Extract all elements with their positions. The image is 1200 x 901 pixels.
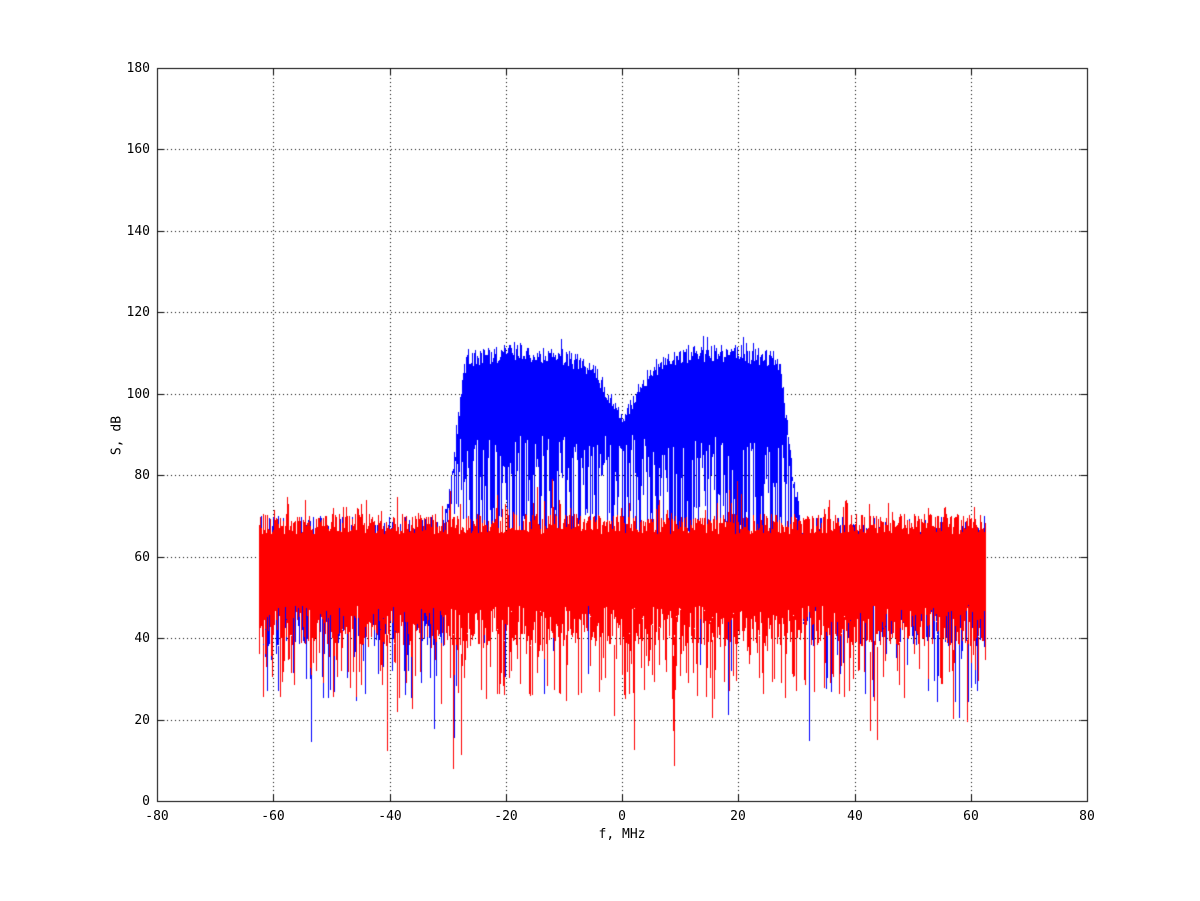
x-tick-label: 60 — [963, 809, 979, 824]
y-tick-label: 0 — [142, 794, 150, 809]
y-axis-label: S, dB — [109, 415, 125, 456]
x-tick-label: -40 — [378, 809, 402, 824]
x-tick-label: 40 — [847, 809, 863, 824]
y-tick-label: 20 — [134, 713, 150, 728]
y-tick-label: 120 — [126, 305, 150, 320]
y-tick-label: 60 — [134, 550, 150, 565]
x-axis-label: f, MHz — [598, 827, 646, 842]
x-tick-label: -60 — [261, 809, 285, 824]
x-tick-label: -20 — [494, 809, 518, 824]
x-tick-label: -80 — [145, 809, 169, 824]
y-tick-label: 40 — [134, 631, 150, 646]
x-tick-label: 0 — [618, 809, 626, 824]
y-tick-label: 160 — [126, 142, 150, 157]
x-tick-label: 80 — [1079, 809, 1095, 824]
y-tick-label: 140 — [126, 224, 150, 239]
y-tick-label: 80 — [134, 468, 150, 483]
y-tick-label: 180 — [126, 61, 150, 76]
x-tick-label: 20 — [730, 809, 746, 824]
y-tick-label: 100 — [126, 387, 150, 402]
